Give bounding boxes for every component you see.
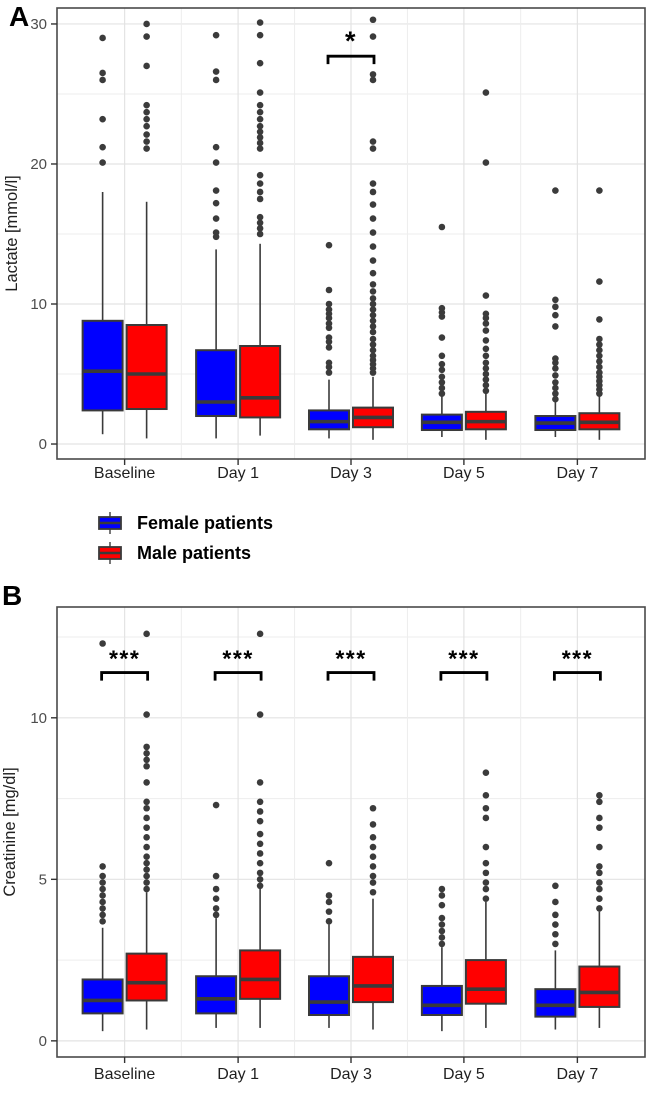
x-tick-label: Day 5 [443,1066,485,1083]
box-female-patients-day-5 [420,223,463,438]
legend-item-female-patients: Female patients [95,510,273,536]
box-male-patients-day-1 [239,630,282,1028]
box-female-patients-day-7 [534,882,577,1030]
outlier-dots-female-patients-day-5 [438,223,446,397]
outlier-dots-female-patients-baseline [99,640,106,925]
outlier-dots-female-patients-day-7 [552,882,559,948]
x-tick-label: Baseline [94,465,155,482]
y-axis: 0 5 10 Creatinine [mg/dl] [1,710,57,1050]
significance-markers: * [326,26,376,65]
panel-a-lactate-boxplot-chart: * 0 10 20 30 Lactate [mmol/l] Baseline Day 1 Day… [3,7,646,482]
box-female-patients-day-1 [195,31,238,439]
outlier-dots-male-patients-day-3 [369,16,377,376]
significance-stars: *** [562,646,593,672]
x-tick-label: Day 7 [556,465,598,482]
outlier-dots-male-patients-day-7 [596,187,603,397]
x-axis: Baseline Day 1 Day 3 Day 5 Day 7 [94,1057,598,1083]
outlier-dots-male-patients-day-5 [482,769,490,903]
box-female-patients-day-3 [308,241,350,439]
legend-label: Male patients [137,542,252,563]
box-male-patients-day-3 [352,16,394,440]
outlier-dots-female-patients-day-3 [325,859,333,925]
y-axis: 0 10 20 30 Lactate [mmol/l] [3,16,57,453]
y-tick-label: 5 [39,871,47,888]
y-tick-label: 0 [39,436,47,453]
outlier-dots-female-patients-day-1 [212,801,220,919]
boxplot-key-icon [98,512,122,534]
box-male-patients-day-5 [464,89,507,440]
significance-markers: *** *** *** *** *** [100,646,602,681]
x-tick-label: Day 5 [443,465,485,482]
box-female-patients-day-1 [195,801,238,1028]
gridlines [57,8,645,459]
panel-b-label: B [2,580,23,611]
boxplots [81,16,621,440]
outlier-dots-female-patients-day-1 [212,31,220,241]
outlier-dots-male-patients-day-7 [596,792,603,912]
outlier-dots-male-patients-baseline [143,630,150,893]
box-male-patients-day-7 [578,792,621,1028]
outlier-dots-male-patients-day-1 [256,630,264,890]
significance-stars: *** [448,646,479,672]
boxplot-key-icon [98,542,122,564]
box-male-patients-baseline [125,630,168,1030]
y-axis-title: Creatinine [mg/dl] [1,767,19,896]
outlier-dots-female-patients-day-5 [438,885,446,948]
y-tick-label: 20 [30,156,47,173]
box-male-patients-day-1 [239,19,282,436]
significance-stars: *** [109,646,140,672]
x-tick-label: Baseline [94,1066,155,1083]
x-tick-label: Day 1 [217,465,259,482]
panel-a-label: A [9,1,30,32]
y-tick-label: 30 [30,16,47,33]
outlier-dots-male-patients-day-1 [256,19,264,238]
box-male-patients-day-3 [352,804,394,1030]
y-axis-title: Lactate [mmol/l] [3,175,21,291]
x-tick-label: Day 1 [217,1066,259,1083]
box-male-patients-day-5 [464,769,507,1028]
outlier-dots-male-patients-baseline [143,20,150,152]
outlier-dots-male-patients-day-3 [369,804,377,896]
boxplots [81,630,621,1032]
box-female-patients-day-3 [308,859,350,1028]
outlier-dots-female-patients-day-3 [325,241,333,376]
outlier-dots-female-patients-baseline [99,34,106,166]
legend-item-male-patients: Male patients [95,540,273,566]
significance-stars: *** [335,646,366,672]
significance-stars: *** [222,646,253,672]
box-female-patients-baseline [81,34,124,435]
y-tick-label: 0 [39,1033,47,1050]
significance-stars: * [345,26,357,56]
x-tick-label: Day 3 [330,1066,372,1083]
x-tick-label: Day 7 [556,1066,598,1083]
legend-label: Female patients [137,512,274,533]
outlier-dots-male-patients-day-5 [482,89,490,395]
y-tick-label: 10 [30,710,47,727]
box-female-patients-baseline [81,640,124,1032]
box-female-patients-day-7 [534,187,577,438]
box-male-patients-baseline [125,20,168,439]
x-axis: Baseline Day 1 Day 3 Day 5 Day 7 [94,459,598,482]
box-female-patients-day-5 [420,885,463,1032]
box-male-patients-day-7 [578,187,621,440]
x-tick-label: Day 3 [330,465,372,482]
y-tick-label: 10 [30,296,47,313]
panel-b-creatinine-boxplot-chart: *** *** *** *** *** 0 5 10 Creatinine [mg/dl] Bas… [1,606,646,1083]
gridlines [57,607,645,1057]
outlier-dots-female-patients-day-7 [552,187,559,403]
legend: Female patients Male patients [95,510,273,566]
